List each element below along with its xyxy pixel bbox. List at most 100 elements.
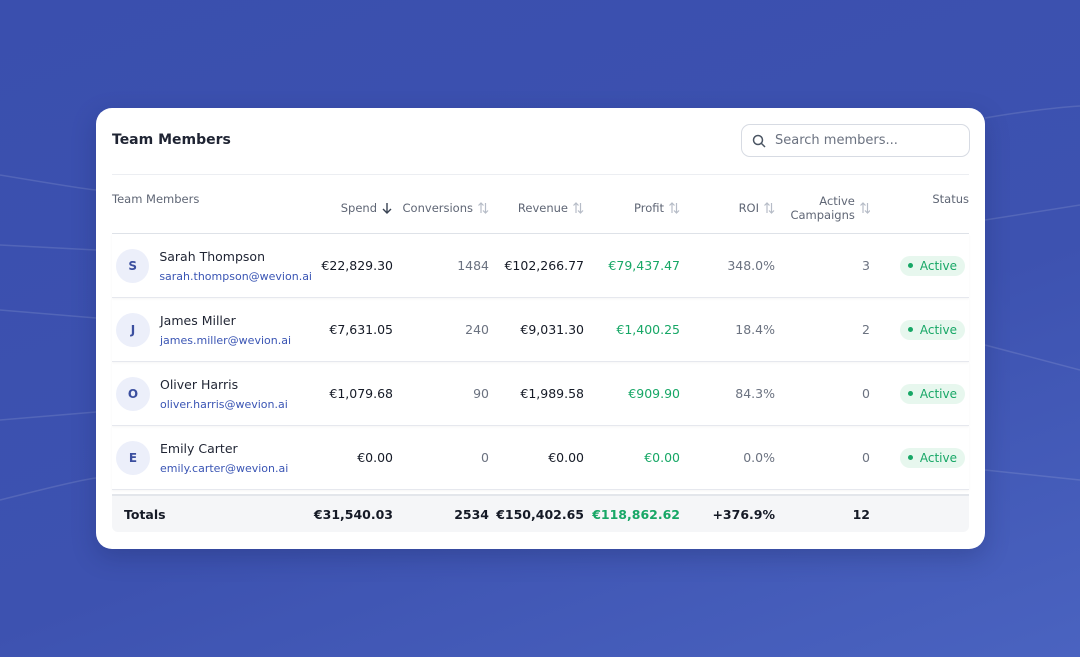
column-label: Spend [340,201,377,215]
column-header[interactable]: ROI [680,193,775,215]
table-cell: 240 [465,322,489,337]
column-header[interactable]: Spend [312,193,393,215]
table-cell: 2 [862,322,870,337]
column-label: Conversions [402,201,473,215]
table-cell: €22,829.30 [321,258,393,273]
member-name: Sarah Thompson [159,248,266,264]
status-badge: Active [899,447,965,468]
member-name: James Miller [160,312,236,328]
member-text: Emily Carter emily.carter@wevion.ai [160,441,288,475]
sort-icon [478,202,489,214]
table-cell: €1,989.58 [520,386,584,401]
table-cell: €102,266.77 [504,258,584,273]
table: Team Members Spend Conversions Revenue Profi… [112,174,969,532]
table-cell: €7,631.05 [329,322,393,337]
member-text: Sarah Thompson sarah.thompson@wevion.ai [159,249,312,283]
column-header[interactable]: Conversions [393,193,489,215]
avatar: O [116,376,150,411]
totals-cell: €150,402.65 [496,506,584,522]
table-cell: 348.0% [727,258,775,273]
totals-row: Totals €31,540.03 2534 €150,402.65 €118,862.… [112,494,969,532]
table-cell: €0.00 [644,450,680,465]
column-label: Profit [634,201,664,215]
column-header[interactable]: Revenue [489,193,584,215]
table-cell: €79,437.47 [608,258,680,273]
member-cell: S Sarah Thompson sarah.thompson@wevion.ai [112,248,312,283]
member-name: Oliver Harris [160,376,239,392]
table-row: S Sarah Thompson sarah.thompson@wevion.ai €… [112,234,969,298]
totals-cell: Totals [124,506,166,522]
status-cell: Active [870,447,969,468]
column-header[interactable]: Active Campaigns [775,186,870,222]
column-header[interactable]: Profit [584,193,680,215]
table-row: J James Miller james.miller@wevion.ai €7,63… [112,298,969,362]
column-header: Status [870,192,969,216]
card: Team Members Search members... Team Memb… [96,108,985,549]
status-dot [907,455,913,460]
column-header: Team Members [112,192,312,216]
status-dot [907,263,913,268]
sort-icon [382,203,392,214]
table-cell: 3 [862,258,870,273]
status-cell: Active [870,255,969,276]
status-text: Active [919,258,957,273]
column-label: Active Campaigns [790,194,855,222]
totals-cell: 12 [852,506,870,522]
status-dot [907,391,913,396]
table-cell: €1,400.25 [616,322,680,337]
status-text: Active [919,450,957,465]
table-cell: €909.90 [628,386,680,401]
status-text: Active [919,322,957,337]
table-cell: 1484 [457,258,489,273]
table-cell: 0 [862,386,870,401]
totals-cell: €31,540.03 [313,506,393,522]
member-cell: O Oliver Harris oliver.harris@wevion.ai [112,376,312,411]
status-text: Active [919,386,957,401]
table-cell: €0.00 [548,450,584,465]
table-row: E Emily Carter emily.carter@wevion.ai €0.00… [112,426,969,490]
search-icon [752,134,766,148]
sort-icon [764,202,775,214]
table-cell: €1,079.68 [329,386,393,401]
table-cell: 90 [473,386,489,401]
sort-icon [669,202,680,214]
avatar: J [116,312,150,347]
search-placeholder: Search members... [775,133,898,148]
member-email: sarah.thompson@wevion.ai [159,269,312,283]
member-email: james.miller@wevion.ai [160,333,292,347]
sort-icon [859,202,870,214]
status-cell: Active [870,383,969,404]
table-cell: 0.0% [743,450,775,465]
card-title: Team Members [112,132,231,148]
table-row: O Oliver Harris oliver.harris@wevion.ai €1,… [112,362,969,426]
status-dot [907,327,913,332]
table-cell: €0.00 [357,450,393,465]
table-cell: 0 [481,450,489,465]
column-label: ROI [738,201,759,215]
status-badge: Active [899,255,965,276]
column-label: Team Members [112,192,200,206]
member-email: emily.carter@wevion.ai [160,461,289,475]
table-cell: €9,031.30 [520,322,584,337]
member-text: James Miller james.miller@wevion.ai [160,313,291,347]
table-cell: 84.3% [735,386,775,401]
search-box[interactable]: Search members... [741,124,970,157]
member-email: oliver.harris@wevion.ai [160,397,288,411]
totals-cell: +376.9% [712,506,775,522]
member-cell: J James Miller james.miller@wevion.ai [112,312,312,347]
header-row: Team Members Spend Conversions Revenue Profi… [112,174,969,234]
column-label: Revenue [517,201,568,215]
table-cell: 0 [862,450,870,465]
member-cell: E Emily Carter emily.carter@wevion.ai [112,440,312,475]
avatar: S [116,248,150,283]
status-badge: Active [899,383,965,404]
member-name: Emily Carter [160,440,238,456]
column-label: Status [932,192,969,206]
status-cell: Active [870,319,969,340]
sort-icon [573,202,584,214]
table-cell: 18.4% [735,322,775,337]
totals-cell: 2534 [454,506,489,522]
status-badge: Active [899,319,965,340]
